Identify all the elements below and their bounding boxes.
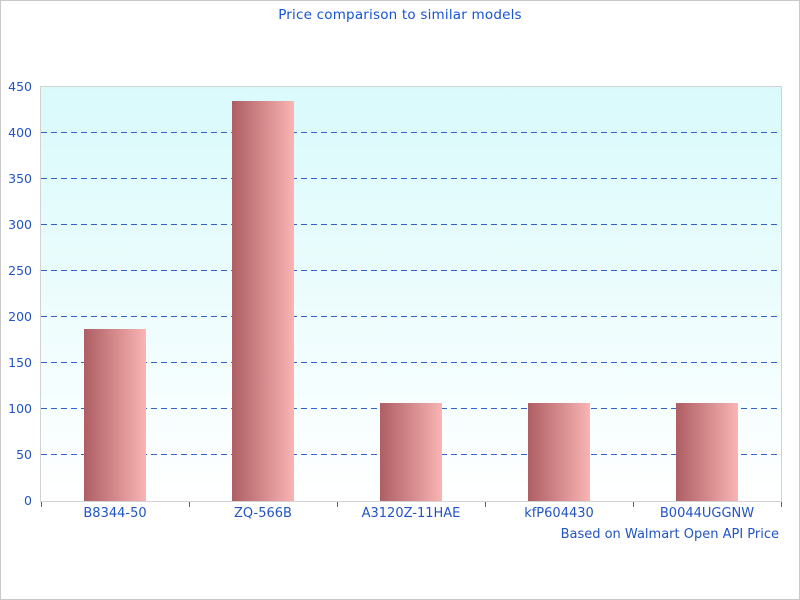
bar-B8344-50 <box>84 329 146 501</box>
gridline-300 <box>41 224 781 225</box>
gridline-150 <box>41 362 781 363</box>
gridline-250 <box>41 270 781 271</box>
y-tick-label-350: 350 <box>8 171 32 186</box>
x-axis-tick-mark <box>633 502 634 507</box>
gridline-200 <box>41 316 781 317</box>
chart-title: Price comparison to similar models <box>278 7 522 23</box>
gridline-350 <box>41 178 781 179</box>
x-category-label-kfP604430: kfP604430 <box>524 506 594 521</box>
bar-A3120Z-11HAE <box>380 403 442 501</box>
x-axis-tick-mark <box>485 502 486 507</box>
chart-footer: Based on Walmart Open API Price <box>560 527 779 542</box>
x-axis-tick-mark <box>337 502 338 507</box>
y-tick-label-400: 400 <box>8 125 32 140</box>
bar-ZQ-566B <box>232 101 294 501</box>
gridline-400 <box>41 132 781 133</box>
y-tick-label-200: 200 <box>8 309 32 324</box>
y-tick-label-250: 250 <box>8 263 32 278</box>
x-axis-tick-mark <box>41 502 42 507</box>
x-axis-tick-mark <box>781 502 782 507</box>
x-category-label-ZQ-566B: ZQ-566B <box>234 506 292 521</box>
y-tick-label-450: 450 <box>8 79 32 94</box>
x-category-label-B8344-50: B8344-50 <box>83 506 147 521</box>
x-category-label-B0044UGGNW: B0044UGGNW <box>659 506 755 521</box>
y-tick-label-150: 150 <box>8 355 32 370</box>
y-tick-label-100: 100 <box>8 401 32 416</box>
x-category-label-A3120Z-11HAE: A3120Z-11HAE <box>361 506 461 521</box>
y-tick-label-300: 300 <box>8 217 32 232</box>
y-tick-label-50: 50 <box>16 447 32 462</box>
bar-B0044UGGNW <box>676 403 738 501</box>
plot-area <box>40 86 782 502</box>
x-axis-tick-mark <box>189 502 190 507</box>
y-tick-label-0: 0 <box>24 493 32 508</box>
bar-kfP604430 <box>528 403 590 501</box>
